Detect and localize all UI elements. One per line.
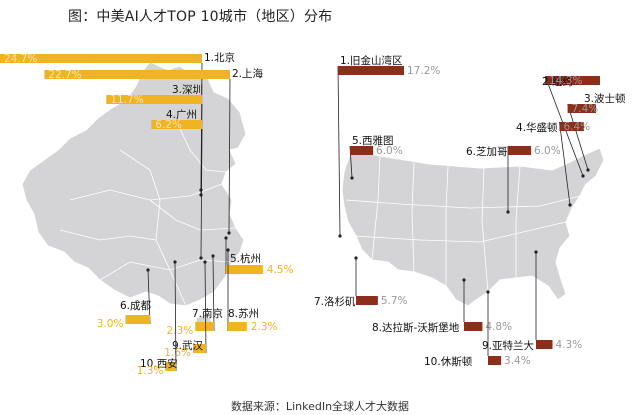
- china-city-dot: [227, 231, 231, 235]
- usa-connector: [567, 103, 589, 171]
- usa-value-label: 5.7%: [381, 295, 408, 307]
- china-bar: [106, 95, 202, 104]
- china-city-label: 3.深圳: [172, 84, 203, 96]
- china-connector: [204, 261, 207, 354]
- usa-city-label: 5.西雅图: [352, 134, 394, 147]
- usa-city-label: 10.休斯顿: [424, 355, 473, 368]
- usa-city-dot: [486, 290, 490, 294]
- china-city-label: 5.杭州: [230, 252, 261, 265]
- china-connector: [228, 78, 231, 234]
- usa-city-dot: [506, 210, 510, 214]
- china-city-dot: [224, 236, 228, 240]
- china-city-label: 2.上海: [232, 67, 264, 80]
- usa-bar: [338, 66, 404, 75]
- china-city-dot: [199, 193, 203, 197]
- china-city-label: 7.南京: [192, 307, 223, 320]
- china-city-label: 10.西安: [140, 357, 178, 370]
- usa-city-dot: [462, 278, 466, 282]
- usa-city-dot: [338, 234, 342, 238]
- china-value-label: 3.0%: [97, 318, 124, 330]
- usa-bar: [508, 146, 532, 155]
- china-connector: [174, 261, 177, 372]
- usa-city-label: 1.旧金山湾区: [340, 54, 403, 67]
- china-bar: [195, 322, 214, 331]
- china-bar: [0, 54, 203, 63]
- usa-value-label: 14.3%: [549, 75, 582, 87]
- china-bar: [151, 120, 202, 129]
- china-bar: [228, 322, 247, 331]
- china-value-label: 2.3%: [251, 321, 278, 333]
- usa-value-label: 6.0%: [534, 145, 561, 157]
- china-connector: [212, 255, 215, 332]
- china-value-label: 6.2%: [155, 119, 182, 131]
- usa-value-label: 3.4%: [504, 355, 531, 367]
- china-city-label: 6.成都: [120, 300, 152, 312]
- china-city-label: 4.广州: [166, 109, 197, 121]
- usa-city-label: 7.洛杉矶: [314, 295, 356, 308]
- usa-city-label: 8.达拉斯-沃斯堡地: [372, 321, 460, 334]
- usa-city-label: 6.芝加哥: [466, 145, 508, 158]
- usa-connector: [559, 121, 571, 206]
- china-bar: [165, 362, 176, 371]
- usa-state-borders: [345, 155, 581, 293]
- china-city-dot: [226, 248, 230, 252]
- usa-map: [341, 147, 605, 307]
- usa-city-dot: [350, 176, 354, 180]
- usa-bar: [567, 104, 596, 113]
- china-city-label: 1.北京: [204, 51, 235, 64]
- usa-city-label: 9.亚特兰大: [482, 339, 535, 352]
- china-city-label: 8.苏州: [228, 307, 259, 320]
- usa-value-label: 6.0%: [376, 145, 403, 157]
- china-bars: 1.北京 24.7% 2.上海 22.7% 3.深圳 11.7% 4.广州6.2% 5.杭州 4…: [0, 51, 294, 377]
- china-value-label: 22.7%: [48, 69, 81, 81]
- usa-bar: [536, 340, 553, 349]
- usa-city-dot: [534, 250, 538, 254]
- usa-bar: [545, 76, 600, 85]
- usa-value-label: 4.3%: [556, 339, 583, 351]
- china-city-dot: [203, 260, 207, 264]
- china-value-label: 24.7%: [4, 53, 37, 65]
- chart-title: 图：中美AI人才TOP 10城市（地区）分布: [68, 9, 333, 25]
- usa-city-label: 3.波士顿: [584, 92, 626, 105]
- china-city-dot: [146, 268, 150, 272]
- usa-city-dot: [568, 203, 572, 207]
- usa-bar: [488, 356, 502, 365]
- usa-city-label: 4.华盛顿: [516, 121, 558, 134]
- usa-value-label: 7.4%: [572, 103, 599, 115]
- china-bar: [226, 265, 263, 274]
- data-source: 数据来源：LinkedIn全球人才大数据: [230, 400, 410, 413]
- usa-connector: [337, 65, 341, 237]
- china-value-label: 2.3%: [167, 325, 194, 337]
- usa-city-dot: [581, 174, 585, 178]
- usa-city-label: 2.纽约: [542, 75, 573, 88]
- usa-value-label: 4.8%: [485, 321, 512, 333]
- usa-bar: [464, 322, 483, 331]
- china-city-dot: [211, 254, 215, 258]
- china-value-label: 11.7%: [110, 94, 143, 106]
- usa-value-label: 17.2%: [407, 65, 440, 77]
- usa-city-dot: [354, 256, 358, 260]
- china-value-label: 1.3%: [137, 365, 164, 377]
- china-city-label: 9.武汉: [172, 339, 204, 352]
- china-bar: [125, 315, 150, 324]
- usa-value-label: 6.4%: [563, 121, 590, 133]
- china-bar: [192, 344, 206, 353]
- usa-bar: [356, 296, 378, 305]
- china-value-label: 4.5%: [267, 264, 294, 276]
- china-value-label: 1.6%: [164, 347, 191, 359]
- china-city-dot: [173, 260, 177, 264]
- usa-city-dot: [586, 168, 590, 172]
- china-city-dot: [199, 256, 203, 260]
- usa-bar: [350, 146, 374, 155]
- china-bar: [44, 70, 230, 79]
- usa-bar: [559, 122, 584, 131]
- china-connector: [200, 128, 203, 259]
